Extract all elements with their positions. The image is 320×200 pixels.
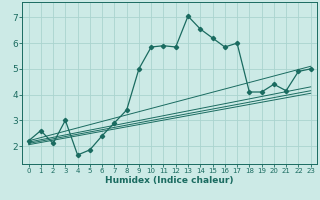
X-axis label: Humidex (Indice chaleur): Humidex (Indice chaleur) [105, 176, 234, 185]
